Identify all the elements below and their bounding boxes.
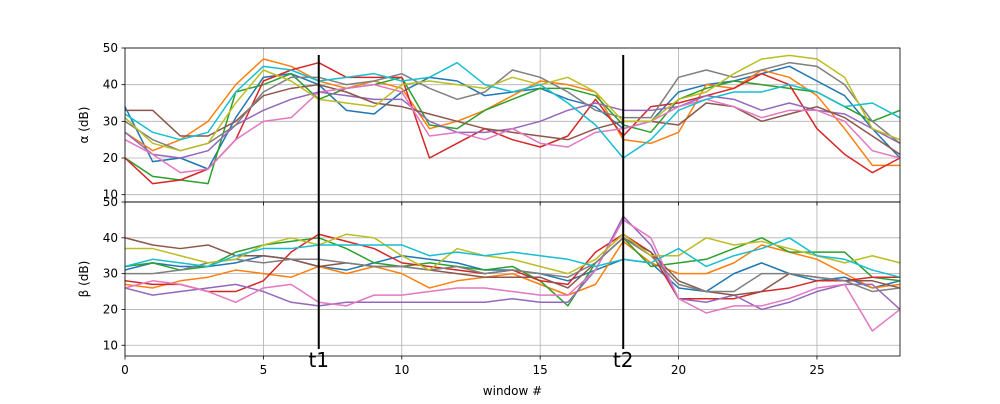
- x-tick-label-bottom: 0: [121, 363, 129, 377]
- series-line-bottom-3: [124, 237, 901, 307]
- series-line-top-2: [124, 58, 900, 167]
- y-tick-label-top: 50: [103, 41, 118, 55]
- series-line-bottom-8: [125, 237, 901, 293]
- series-line-bottom-10: [124, 237, 901, 278]
- series-line-bottom-9: [125, 233, 901, 275]
- y-tick-label-top: 20: [103, 151, 118, 165]
- series-line-top-8: [124, 61, 901, 152]
- y-axis-label-top: α (dB): [77, 107, 91, 144]
- series-line-top-10: [124, 61, 901, 159]
- y-axis-label-bottom: β (dB): [77, 261, 91, 298]
- y-tick-label-bottom: 40: [103, 231, 118, 245]
- x-axis-label-bottom: window #: [483, 384, 542, 398]
- series-line-bottom-5: [124, 215, 901, 311]
- series-line-top-9: [124, 54, 901, 152]
- marker-label-t1: t1: [308, 348, 329, 372]
- series-line-bottom-6: [124, 237, 901, 296]
- y-tick-label-bottom: 20: [103, 302, 118, 316]
- y-tick-label-top: 30: [103, 114, 118, 128]
- y-tick-label-bottom: 10: [103, 338, 118, 352]
- series-line-top-4: [124, 61, 901, 185]
- y-tick-label-bottom: 50: [103, 195, 118, 209]
- series-layer: [124, 54, 901, 332]
- series-line-top-6: [125, 83, 901, 155]
- series-line-bottom-7: [124, 219, 901, 332]
- series-line-bottom-2: [124, 240, 901, 296]
- marker-label-t2: t2: [613, 348, 634, 372]
- x-tick-label-bottom: 5: [260, 363, 268, 377]
- x-tick-label-bottom: 15: [533, 363, 548, 377]
- x-tick-label-bottom: 10: [394, 363, 409, 377]
- y-tick-label-top: 10: [103, 188, 118, 202]
- y-tick-label-top: 40: [103, 78, 118, 92]
- labels-layer: 10 20 30 40 50 α (dB) 10 20 30 40 50 0 5 10 15 20 25 β (d…: [77, 41, 825, 398]
- x-tick-label-bottom: 20: [671, 363, 686, 377]
- axes-layer: [121, 47, 901, 360]
- y-tick-label-bottom: 30: [103, 267, 118, 281]
- x-tick-label-bottom: 25: [809, 363, 824, 377]
- axes-frame-bottom: [124, 201, 901, 357]
- series-line-top-7: [124, 83, 901, 174]
- series-line-top-3: [124, 72, 901, 185]
